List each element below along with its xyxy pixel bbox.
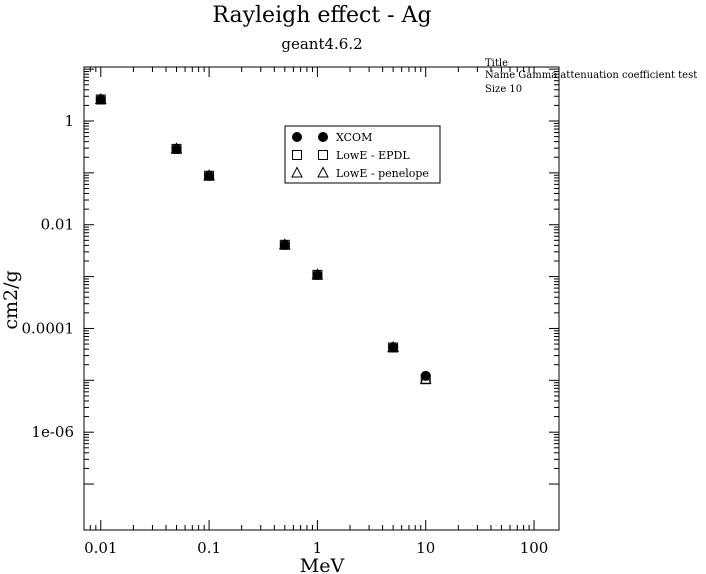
legend: XCOM LowE - EPDL LowE - penelope [284,125,441,184]
legend-marker-square [318,150,328,160]
data-point-triangle [419,372,432,384]
annotation-block: Title Name Gamma attenuation coefficient… [485,58,697,95]
legend-marker-circle [318,132,328,142]
y-tick-label: 1e-06 [31,423,74,441]
x-axis-label: MeV [300,555,345,574]
x-tick-label: 10 [416,539,435,557]
legend-marker-circle [292,132,302,142]
x-tick-label: 1 [313,539,323,557]
axis-ticks: 0.01 0.1 1 10 100 1e-06 0.0001 0.01 1 [22,67,559,557]
y-tick-label: 1 [64,112,74,130]
annotation-line-size: Size 10 [485,84,522,95]
legend-label: XCOM [336,131,372,144]
data-point-triangle [278,238,291,250]
chart-title: Rayleigh effect - Ag [212,3,431,28]
data-point-triangle [311,268,324,280]
legend-marker-triangle [317,166,329,178]
legend-label: LowE - penelope [336,167,429,180]
data-point-triangle [203,169,215,181]
y-axis-label: cm2/g [0,270,22,329]
data-point-triangle [170,142,183,154]
x-tick-label: 0.1 [197,539,221,557]
plot-frame [83,66,560,531]
y-tick-label: 0.01 [41,216,74,234]
data-point-triangle [387,340,399,352]
annotation-line-name: Name Gamma attenuation coefficient test [485,70,697,81]
legend-marker-square [292,150,302,160]
y-tick-label: 0.0001 [22,319,75,337]
annotation-line-title: Title [485,58,508,69]
legend-box [284,125,441,184]
x-tick-label: 100 [520,539,549,557]
legend-marker-triangle [291,166,303,178]
data-point-triangle [94,92,107,104]
x-tick-label: 0.01 [84,539,117,557]
chart-subtitle: geant4.6.2 [281,35,362,53]
data-points [94,92,432,385]
legend-label: LowE - EPDL [336,149,410,162]
